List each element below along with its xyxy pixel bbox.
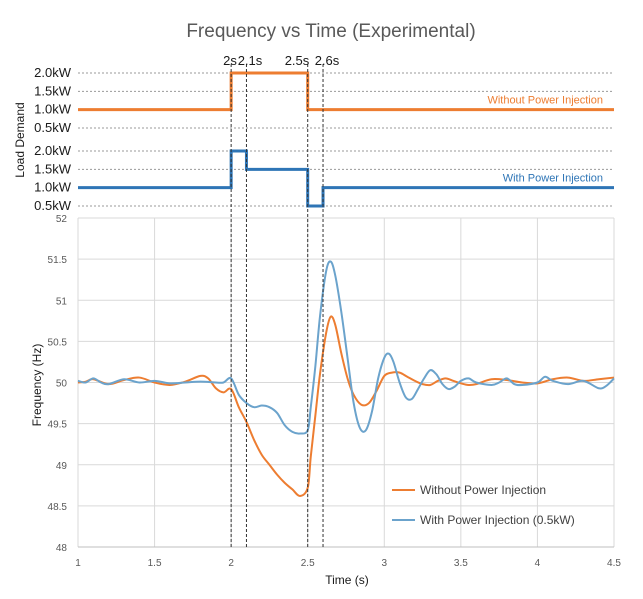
frequency-line-without-injection xyxy=(77,315,615,498)
x-tick-label: 1.5 xyxy=(148,558,162,569)
x-tick-label: 2 xyxy=(228,558,234,569)
load-top-series-label: Without Power Injection xyxy=(487,95,603,107)
frequency-y-tick-label: 49.5 xyxy=(48,420,68,431)
load-bottom-y-tick-label: 2.0kW xyxy=(34,143,72,158)
frequency-y-tick-label: 49 xyxy=(56,461,68,472)
load-bottom-y-tick-label: 1.0kW xyxy=(34,180,72,195)
x-tick-label: 1 xyxy=(75,558,81,569)
load-top-y-tick-label: 1.5kW xyxy=(34,83,72,98)
load-top-y-tick-label: 2.0kW xyxy=(34,65,72,80)
frequency-y-tick-label: 50.5 xyxy=(48,337,68,348)
load-bottom-series-label: With Power Injection xyxy=(503,173,603,185)
x-tick-label: 4.5 xyxy=(607,558,621,569)
frequency-panel: 48 48.5 49 49.5 50 50.5 51 51.5 52 1 1.5 2 2.5 3 3.5 4 4… xyxy=(48,214,622,569)
legend-label-without-injection: Without Power Injection xyxy=(420,483,546,497)
x-tick-label: 2.5 xyxy=(301,558,315,569)
event-marker-label: 2.6s xyxy=(315,53,340,68)
event-marker-label: 2s xyxy=(223,53,237,68)
load-top-series-line xyxy=(78,71,614,112)
load-demand-panel-without-injection: 2.0kW 1.5kW 1.0kW 0.5kW Without Power Inject… xyxy=(34,65,614,135)
frequency-y-tick-label: 48.5 xyxy=(48,502,68,513)
frequency-y-tick-label: 48 xyxy=(56,543,68,554)
frequency-y-tick-label: 51 xyxy=(56,296,68,307)
x-tick-label: 4 xyxy=(535,558,541,569)
frequency-axis-label: Frequency (Hz) xyxy=(30,344,44,427)
legend-label-with-injection: With Power Injection (0.5kW) xyxy=(420,513,575,527)
legend: Without Power Injection With Power Injec… xyxy=(392,483,575,527)
load-demand-axis-label: Load Demand xyxy=(13,102,27,177)
x-axis-label: Time (s) xyxy=(325,573,369,587)
load-top-y-tick-label: 1.0kW xyxy=(34,102,72,117)
load-bottom-y-tick-label: 1.5kW xyxy=(34,161,72,176)
frequency-line-with-injection xyxy=(77,260,615,435)
frequency-y-tick-label: 50 xyxy=(56,379,68,390)
x-tick-label: 3 xyxy=(382,558,388,569)
event-markers: 2s 2.1s 2.5s 2.6s xyxy=(223,53,340,547)
load-top-y-tick-label: 0.5kW xyxy=(34,120,72,135)
frequency-y-tick-label: 51.5 xyxy=(48,255,68,266)
frequency-y-tick-label: 52 xyxy=(56,214,68,225)
chart-title: Frequency vs Time (Experimental) xyxy=(186,21,475,42)
load-bottom-y-tick-label: 0.5kW xyxy=(34,198,72,213)
event-marker-label: 2.5s xyxy=(285,53,310,68)
event-marker-label: 2.1s xyxy=(238,53,263,68)
x-tick-label: 3.5 xyxy=(454,558,468,569)
